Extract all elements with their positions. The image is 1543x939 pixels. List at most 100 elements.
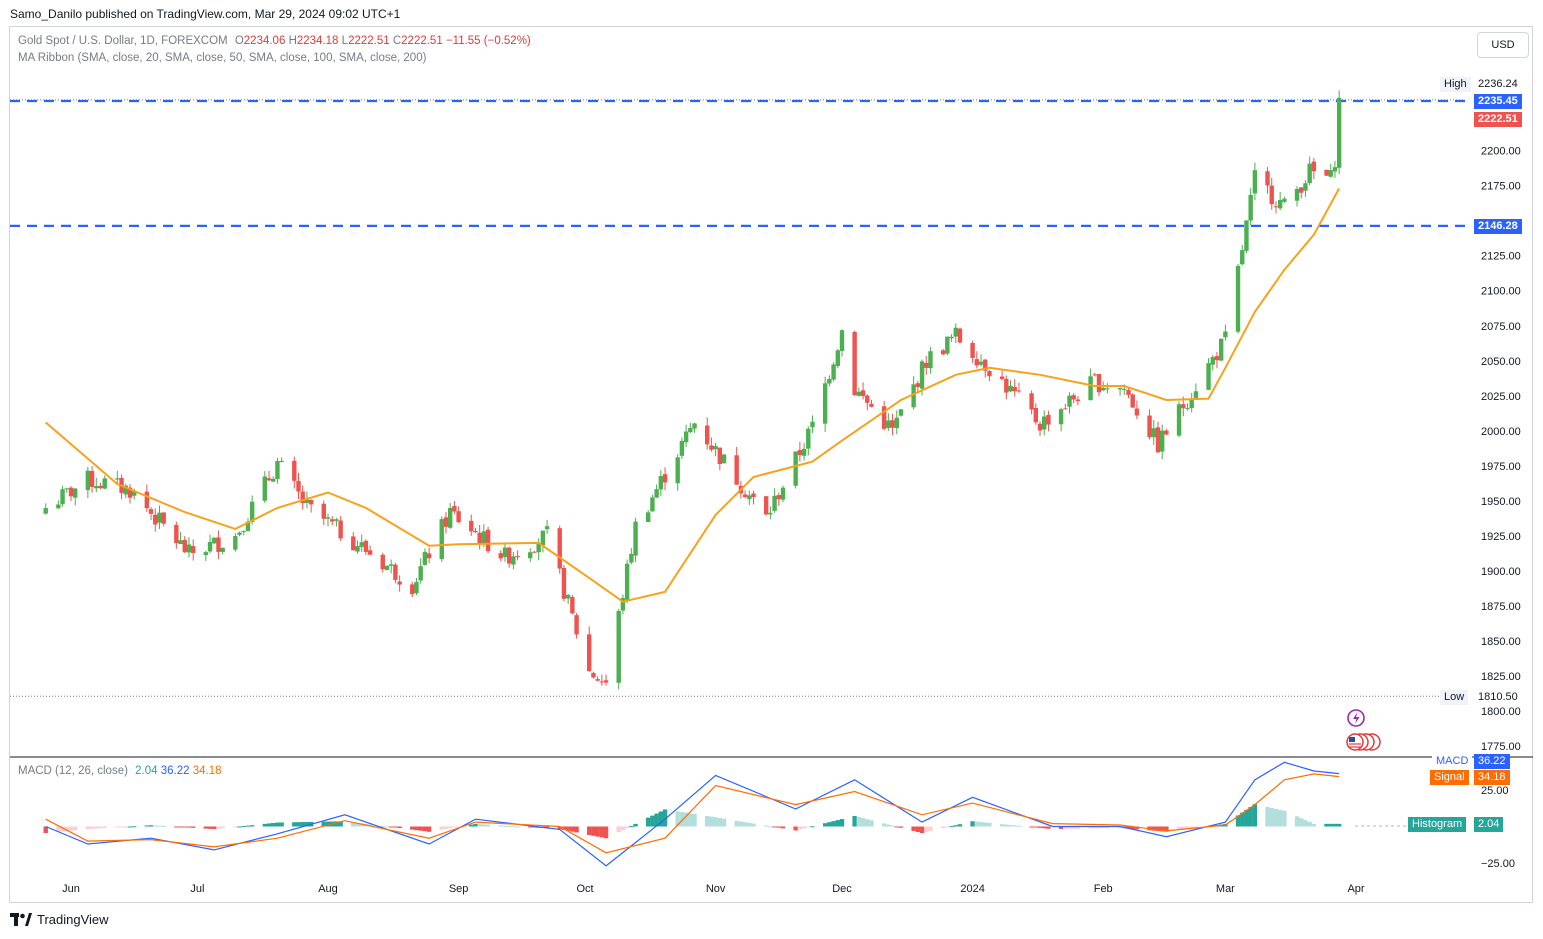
histogram-bar (102, 826, 107, 829)
histogram-bar (502, 825, 508, 827)
x-tick-label: Apr (1347, 883, 1364, 895)
histogram-bar (999, 824, 1005, 827)
candle-body (1244, 220, 1249, 251)
candle-body (978, 361, 984, 365)
candle-body (359, 542, 364, 547)
chart-frame (9, 26, 1533, 903)
histogram-bar (89, 826, 95, 829)
histogram-bar (1134, 826, 1140, 830)
candle-body (835, 350, 840, 366)
currency-button[interactable]: USD (1477, 32, 1529, 58)
histogram-bar (186, 826, 192, 828)
histogram-bar (662, 809, 668, 827)
candle-body (233, 536, 238, 550)
histogram-bar (216, 826, 221, 829)
candle-body (161, 512, 166, 524)
candle-body (1151, 428, 1156, 438)
candle-body (1042, 416, 1047, 430)
candle-body (56, 504, 61, 509)
histogram-bar (974, 821, 980, 827)
candle-body (338, 520, 343, 539)
histogram-bar (1176, 826, 1182, 831)
candle-body (308, 499, 314, 505)
x-axis-ticks: Jun Jul Aug Sep Oct Nov Dec 2024 Feb Mar Apr (62, 883, 1365, 895)
histogram-bar (334, 821, 339, 827)
candle-body (481, 531, 487, 544)
candle-body (1235, 265, 1241, 332)
ma-ribbon-legend[interactable]: MA Ribbon (SMA, close, 20, SMA, close, 5… (18, 52, 427, 64)
tradingview-footer[interactable]: TradingView (10, 912, 109, 927)
candle-body (157, 512, 162, 523)
candle-body (351, 536, 356, 551)
histogram-bar (869, 820, 874, 827)
candle-body (793, 451, 798, 486)
candle-body (1336, 97, 1342, 168)
histogram-bar (780, 826, 786, 829)
candle-body (1037, 423, 1043, 431)
histogram-bar (738, 821, 744, 827)
us-flag-events-icon[interactable] (1346, 733, 1381, 751)
histogram-bar (296, 822, 301, 827)
macd-legend-label: MACD (12, 26, close) (18, 765, 128, 777)
histogram-bar (203, 826, 209, 829)
histogram-bar (1058, 826, 1064, 829)
candle-body (355, 546, 360, 552)
candle-body (776, 495, 782, 500)
histogram-bar (831, 821, 836, 827)
candle-body (363, 540, 369, 552)
y-tick-label: 1850.00 (1481, 636, 1521, 648)
candle-body (928, 351, 933, 369)
candle-body (426, 553, 432, 559)
histogram-bar (237, 826, 242, 828)
histogram-bar (266, 823, 272, 827)
histogram-bar (498, 825, 503, 827)
candle-body (1332, 167, 1338, 172)
brand-name: TradingView (37, 912, 109, 927)
candle-body (300, 491, 305, 504)
candle-body (633, 521, 638, 556)
histogram-bar (945, 826, 950, 828)
candle-body (477, 532, 482, 544)
candle-body (645, 512, 651, 523)
candle-body (473, 530, 478, 533)
candle-body (439, 519, 444, 560)
histogram-bar (241, 826, 246, 828)
candle-body (704, 425, 710, 445)
candle-body (1303, 183, 1308, 191)
lightning-icon[interactable] (1347, 709, 1365, 727)
macd-legend[interactable]: MACD (12, 26, close) 2.04 36.22 34.18 (18, 765, 222, 777)
histogram-bar (915, 826, 921, 833)
candle-body (734, 455, 739, 485)
histogram-bar (1307, 821, 1312, 827)
histogram-bar (426, 826, 432, 832)
candle-body (1181, 404, 1186, 409)
candle-body (768, 512, 773, 515)
y-tick-label: 1900.00 (1481, 566, 1521, 578)
histogram-bar (940, 826, 946, 829)
candle-body (443, 517, 449, 527)
y-tick-label: 1925.00 (1481, 531, 1521, 543)
histogram-bar (654, 813, 659, 827)
histogram-bar (127, 826, 133, 828)
candle-body (983, 359, 988, 371)
histogram-bar (616, 826, 621, 833)
candle-body (919, 361, 925, 389)
histogram-bar (410, 826, 415, 830)
histogram-bar (1088, 826, 1093, 829)
histogram-bar (528, 826, 533, 828)
candle-body (1126, 390, 1131, 395)
candle-body (212, 537, 217, 544)
candle-body (1067, 395, 1072, 407)
candle-body (599, 681, 605, 683)
histogram-bar (1294, 816, 1300, 827)
high-value-tag: 2236.24 (1474, 77, 1522, 92)
histogram-bar (511, 826, 516, 828)
candle-body (123, 485, 128, 495)
candle-body (271, 478, 276, 482)
histogram-bar (595, 826, 600, 837)
candle-body (1210, 357, 1215, 365)
candle-body (688, 428, 693, 433)
low-value: 2222.51 (348, 35, 390, 47)
histogram-bar (822, 823, 828, 827)
